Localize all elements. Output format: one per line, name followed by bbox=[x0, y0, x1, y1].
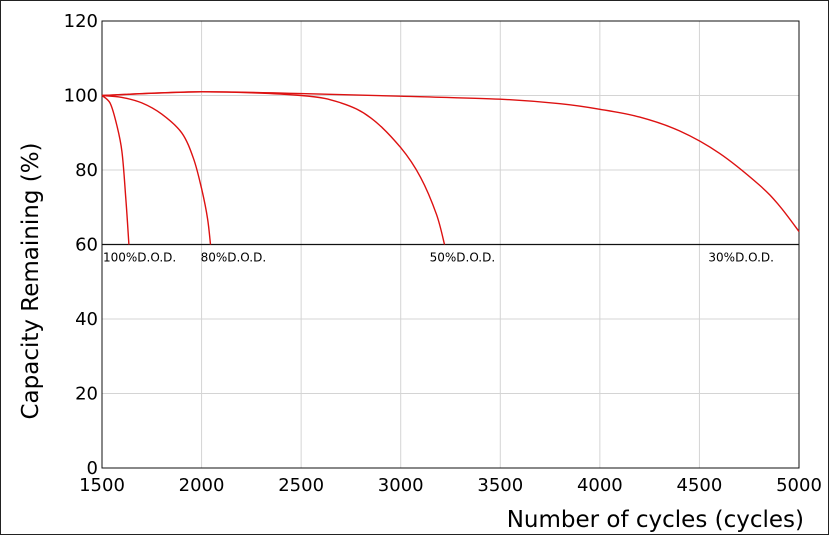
dod-label-3: 50%D.O.D. bbox=[430, 251, 496, 265]
series-line-2 bbox=[101, 94, 212, 245]
x-tick-label: 2500 bbox=[278, 475, 324, 496]
annotations: 100%D.O.D. 80%D.O.D. 50%D.O.D. 30%D.O.D. bbox=[103, 251, 774, 265]
y-tick-label: 60 bbox=[75, 235, 98, 256]
y-tick-label: 100 bbox=[64, 86, 98, 107]
x-axis-title: Number of cycles (cycles) bbox=[507, 507, 804, 533]
y-axis-title: Capacity Remaining (%) bbox=[18, 142, 44, 419]
series-line-3 bbox=[101, 91, 446, 245]
series bbox=[101, 91, 800, 245]
y-tick-label: 120 bbox=[64, 11, 98, 32]
dod-label-4: 30%D.O.D. bbox=[708, 251, 774, 265]
series-line-1 bbox=[101, 94, 130, 245]
series-line-4 bbox=[101, 91, 800, 232]
tick-labels: 0 20 40 60 80 100 120 1500 2000 2500 3000 3500 4000 4… bbox=[64, 11, 822, 496]
dod-label-2: 80%D.O.D. bbox=[201, 251, 267, 265]
y-tick-label: 40 bbox=[75, 309, 98, 330]
x-tick-label: 1500 bbox=[79, 475, 125, 496]
axes bbox=[101, 20, 800, 469]
x-tick-label: 2000 bbox=[179, 475, 225, 496]
x-tick-label: 3000 bbox=[378, 475, 424, 496]
x-tick-label: 4500 bbox=[677, 475, 723, 496]
y-tick-label: 20 bbox=[75, 384, 98, 405]
dod-label-1: 100%D.O.D. bbox=[103, 251, 176, 265]
y-tick-label: 0 bbox=[87, 458, 98, 479]
x-tick-label: 3500 bbox=[477, 475, 523, 496]
y-tick-label: 80 bbox=[75, 160, 98, 181]
x-tick-label: 5000 bbox=[776, 475, 822, 496]
x-tick-label: 4000 bbox=[577, 475, 623, 496]
